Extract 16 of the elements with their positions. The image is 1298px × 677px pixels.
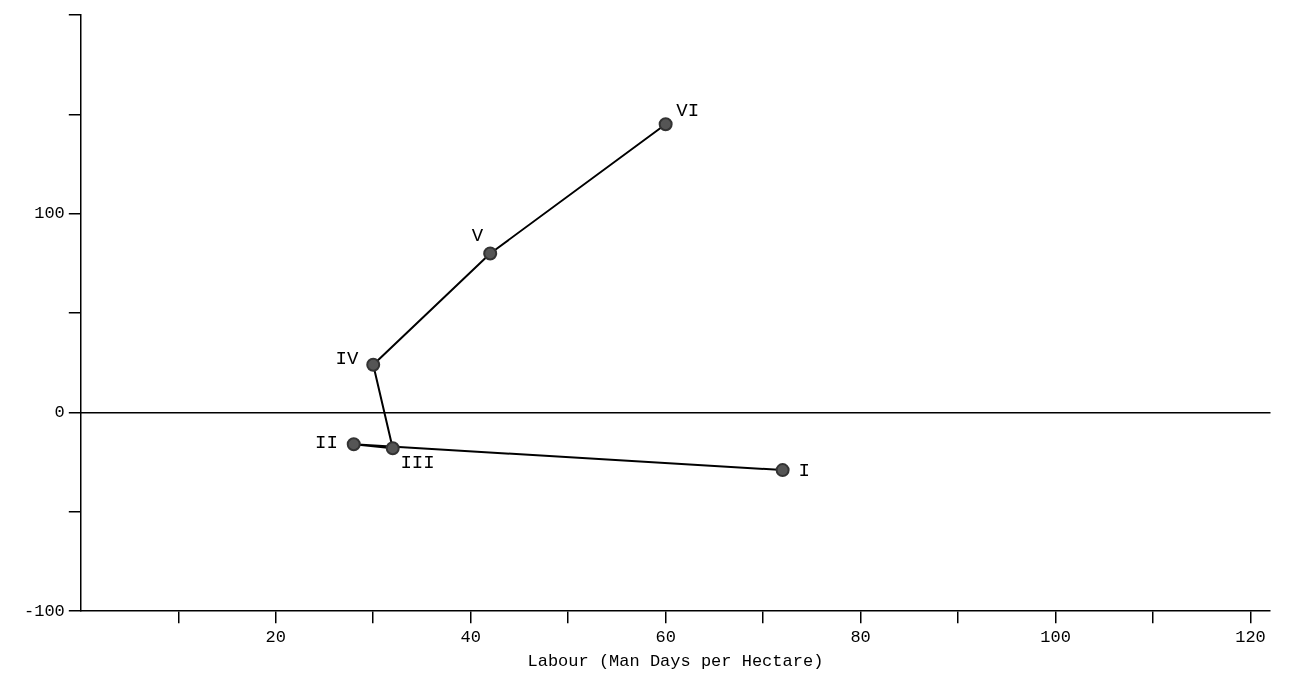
annotation: V xyxy=(471,224,484,247)
x-tick-label: 20 xyxy=(265,627,286,647)
x-tick-label: 80 xyxy=(850,627,871,647)
y-tick-label: 0 xyxy=(54,402,65,422)
annotation: I xyxy=(798,460,810,483)
annotation: IV xyxy=(335,347,359,370)
x-tick-label: 120 xyxy=(1235,627,1266,647)
x-tick-label: 60 xyxy=(655,627,676,647)
x-axis-title: Labour (Man Days per Hectare) xyxy=(527,652,824,672)
x-tick-label: 40 xyxy=(460,627,481,647)
y-tick-label: 100 xyxy=(34,204,65,224)
y-tick-label: -100 xyxy=(23,601,65,621)
annotation: VI xyxy=(676,100,700,123)
annotation: II xyxy=(315,431,338,454)
annotation: III xyxy=(400,451,435,474)
x-tick-label: 100 xyxy=(1040,627,1071,647)
